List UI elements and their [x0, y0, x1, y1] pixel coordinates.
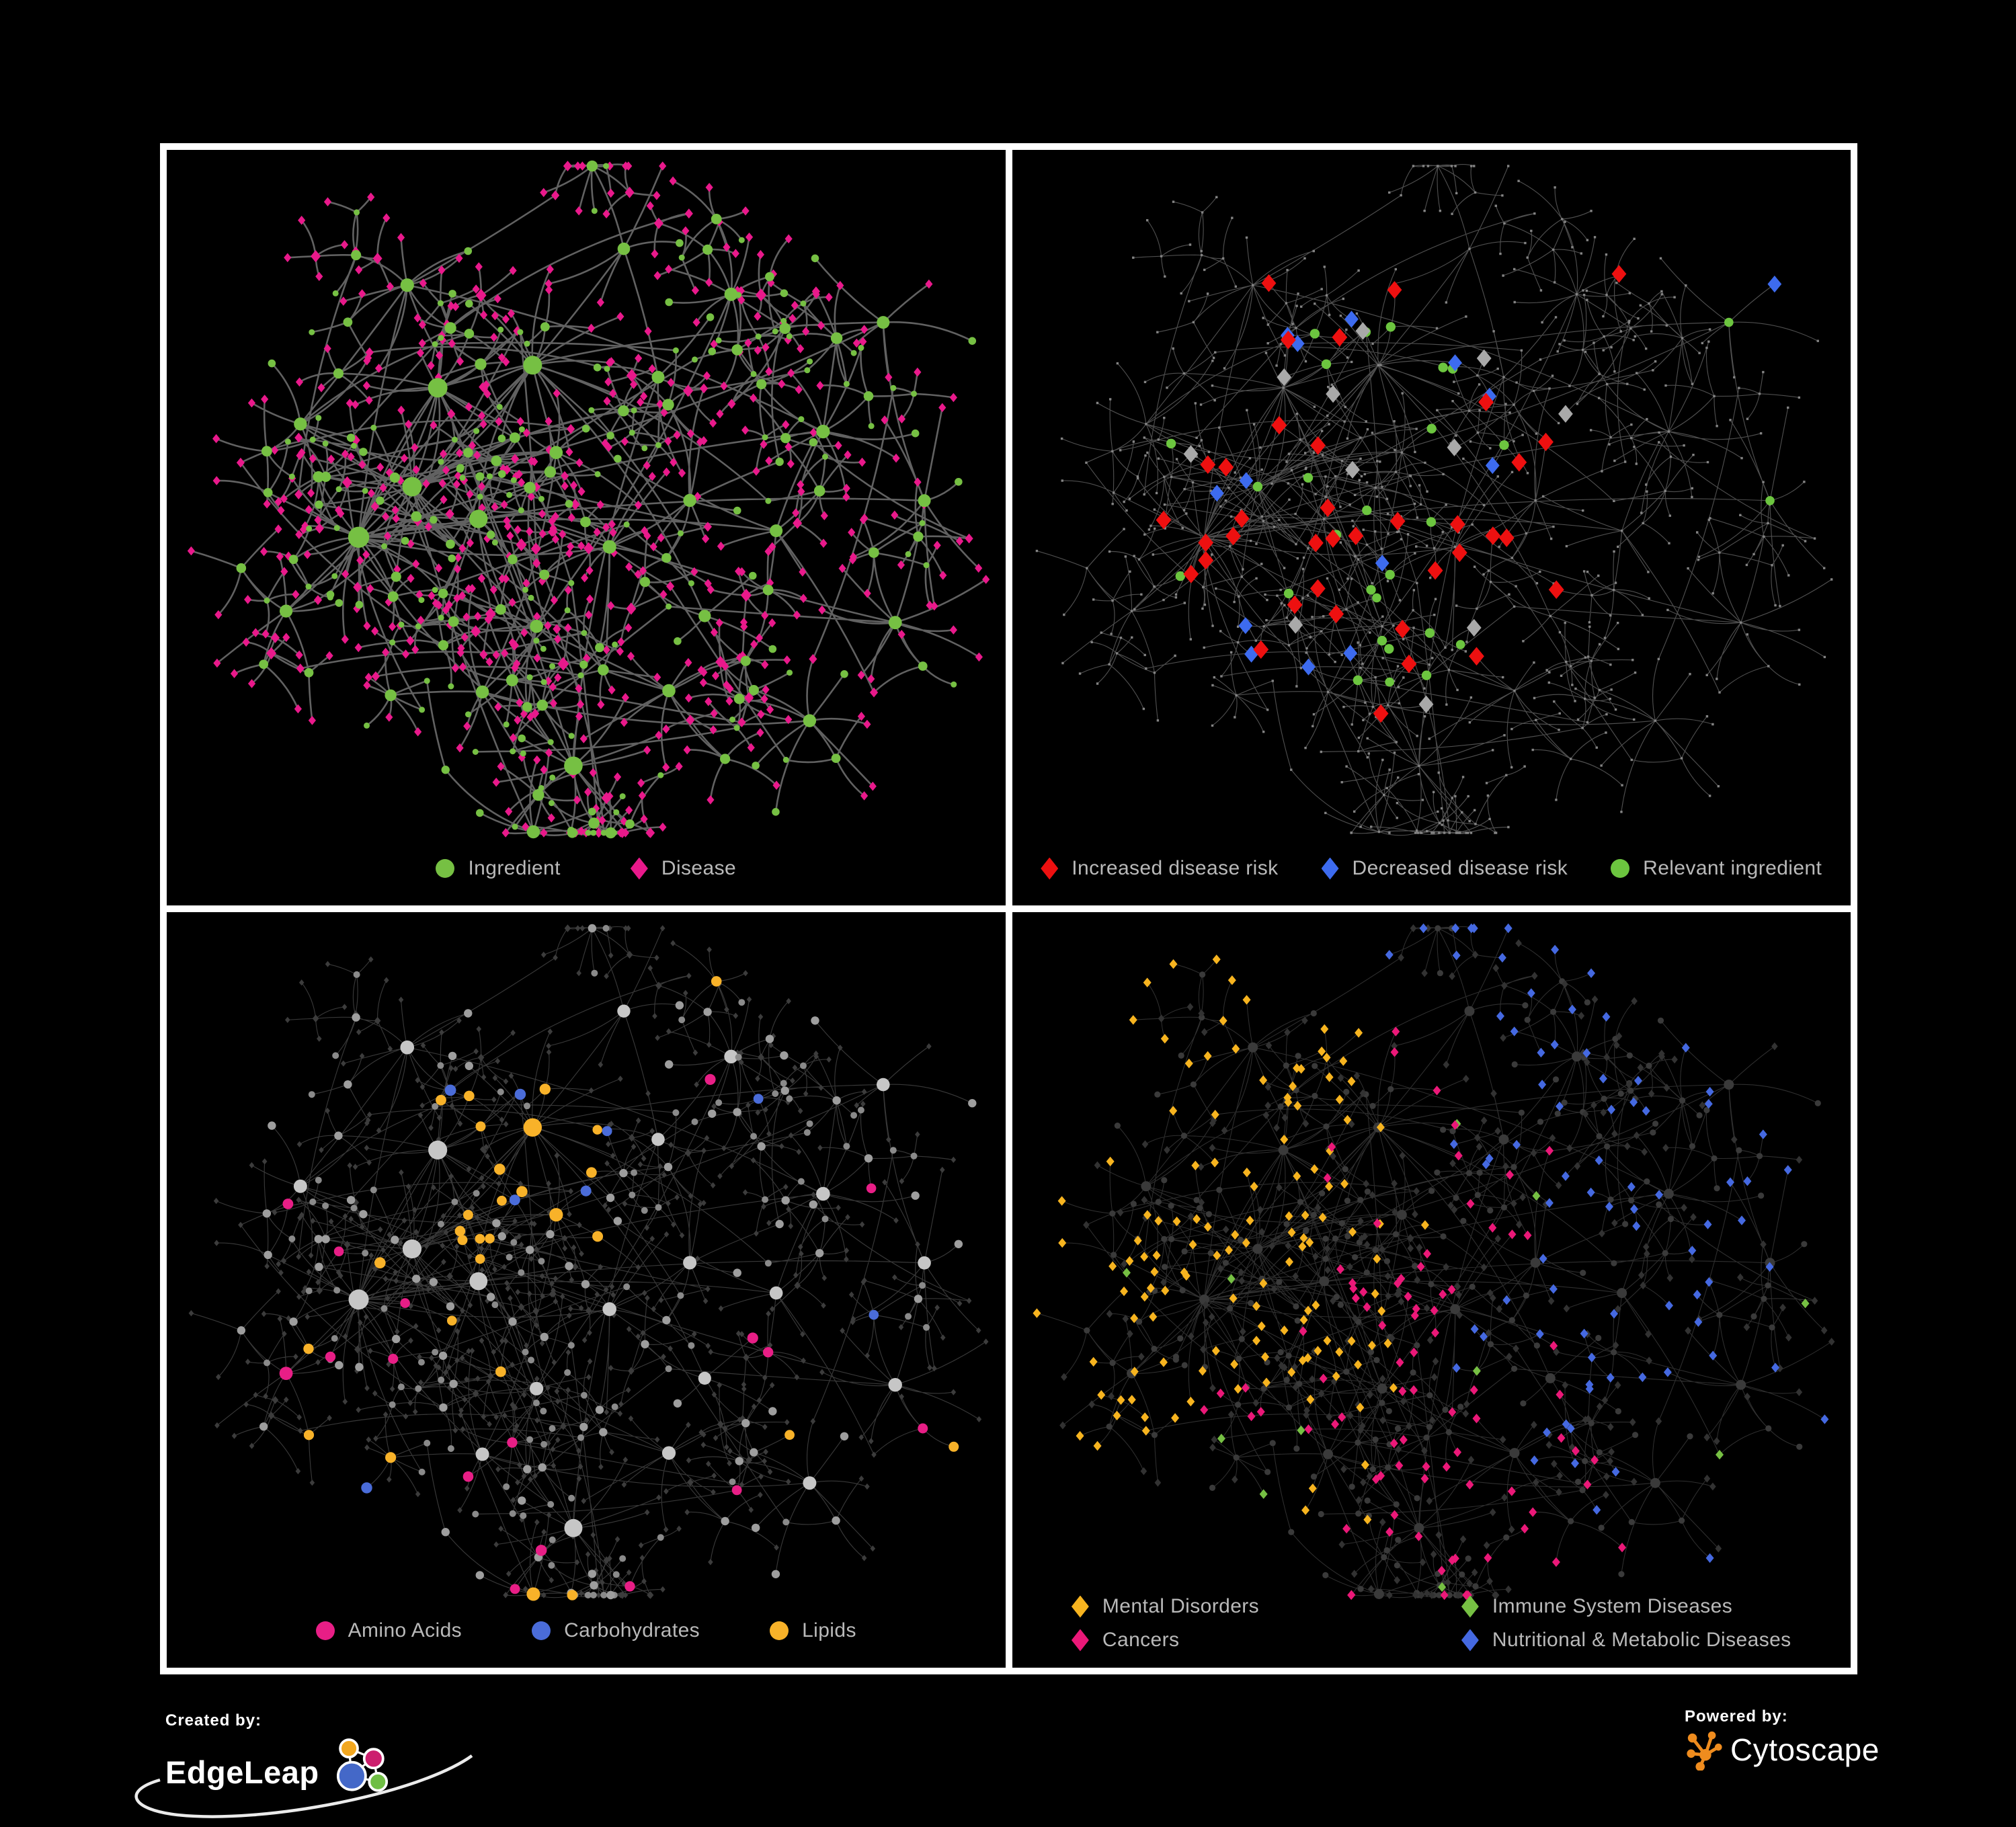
increased-risk-swatch-icon — [1041, 857, 1059, 880]
figure-grid: Ingredient Disease Increased disease ris… — [160, 143, 1857, 1674]
legend-disease-categories: Mental Disorders Immune System Diseases … — [1071, 1595, 1791, 1652]
ingredient-disease-network-graph — [187, 160, 990, 839]
legend-item: Decreased disease risk — [1321, 857, 1568, 880]
edgeleap-logo-icon — [336, 1738, 388, 1792]
legend-item: Amino Acids — [315, 1619, 462, 1642]
legend-nutrient-classes: Amino Acids Carbohydrates Lipids — [167, 1619, 1006, 1642]
relevant-ingredient-swatch-icon — [1611, 859, 1630, 878]
decreased-risk-swatch-icon — [1321, 857, 1339, 880]
legend-label: Increased disease risk — [1072, 857, 1279, 879]
legend-label: Lipids — [802, 1619, 856, 1641]
legend-label: Immune System Diseases — [1492, 1595, 1733, 1617]
legend-item: Lipids — [770, 1619, 856, 1642]
panel-ingredient-disease-network: Ingredient Disease — [167, 150, 1006, 905]
panel-disease-risk-network: Increased disease risk Decreased disease… — [1012, 150, 1851, 905]
legend-item: Cancers — [1071, 1629, 1435, 1652]
disease-risk-network-graph — [1035, 163, 1832, 836]
legend-item: Carbohydrates — [532, 1619, 700, 1642]
legend-disease-risk: Increased disease risk Decreased disease… — [1012, 857, 1851, 880]
amino-acids-swatch-icon — [315, 1621, 335, 1640]
legend-label: Mental Disorders — [1102, 1595, 1260, 1617]
cancers-swatch-icon — [1071, 1629, 1089, 1652]
powered-by-block: Powered by: Cytoscape — [1685, 1707, 1880, 1771]
cytoscape-logo: Cytoscape — [1685, 1729, 1880, 1771]
edgeleap-brand-text: EdgeLeap — [165, 1754, 319, 1790]
lipids-swatch-icon — [770, 1621, 789, 1640]
created-by-block: Created by: EdgeLeap — [134, 1711, 473, 1818]
mental-disorders-swatch-icon — [1071, 1595, 1089, 1618]
disease-category-network-graph — [1032, 923, 1834, 1600]
carbohydrates-swatch-icon — [532, 1621, 551, 1640]
legend-item: Nutritional & Metabolic Diseases — [1461, 1629, 1791, 1652]
legend-label: Nutritional & Metabolic Diseases — [1492, 1629, 1791, 1651]
legend-item: Increased disease risk — [1041, 857, 1278, 880]
legend-label: Ingredient — [468, 857, 561, 879]
panel-disease-category-network: Mental Disorders Immune System Diseases … — [1012, 912, 1851, 1668]
legend-ingredient-disease: Ingredient Disease — [167, 857, 1006, 880]
created-by-label: Created by: — [165, 1711, 262, 1730]
legend-item: Immune System Diseases — [1461, 1595, 1791, 1618]
edgeleap-logo: EdgeLeap — [165, 1736, 397, 1808]
legend-label: Amino Acids — [348, 1619, 462, 1641]
cytoscape-logo-icon — [1687, 1731, 1722, 1771]
legend-label: Decreased disease risk — [1352, 857, 1568, 879]
legend-item: Relevant ingredient — [1611, 857, 1822, 880]
metabolic-diseases-swatch-icon — [1461, 1629, 1479, 1652]
legend-item: Mental Disorders — [1071, 1595, 1435, 1618]
ingredient-swatch-icon — [436, 859, 455, 878]
legend-label: Disease — [661, 857, 737, 879]
immune-diseases-swatch-icon — [1461, 1595, 1479, 1618]
legend-label: Cancers — [1102, 1629, 1180, 1651]
legend-item: Ingredient — [436, 857, 560, 880]
legend-label: Relevant ingredient — [1643, 857, 1822, 879]
panel-nutrient-class-network: Amino Acids Carbohydrates Lipids — [167, 912, 1006, 1668]
legend-item: Disease — [630, 857, 737, 880]
nutrient-class-network-graph — [188, 924, 989, 1601]
powered-by-label: Powered by: — [1685, 1707, 1788, 1726]
cytoscape-brand-text: Cytoscape — [1730, 1732, 1880, 1767]
disease-swatch-icon — [630, 857, 648, 880]
legend-label: Carbohydrates — [564, 1619, 700, 1641]
